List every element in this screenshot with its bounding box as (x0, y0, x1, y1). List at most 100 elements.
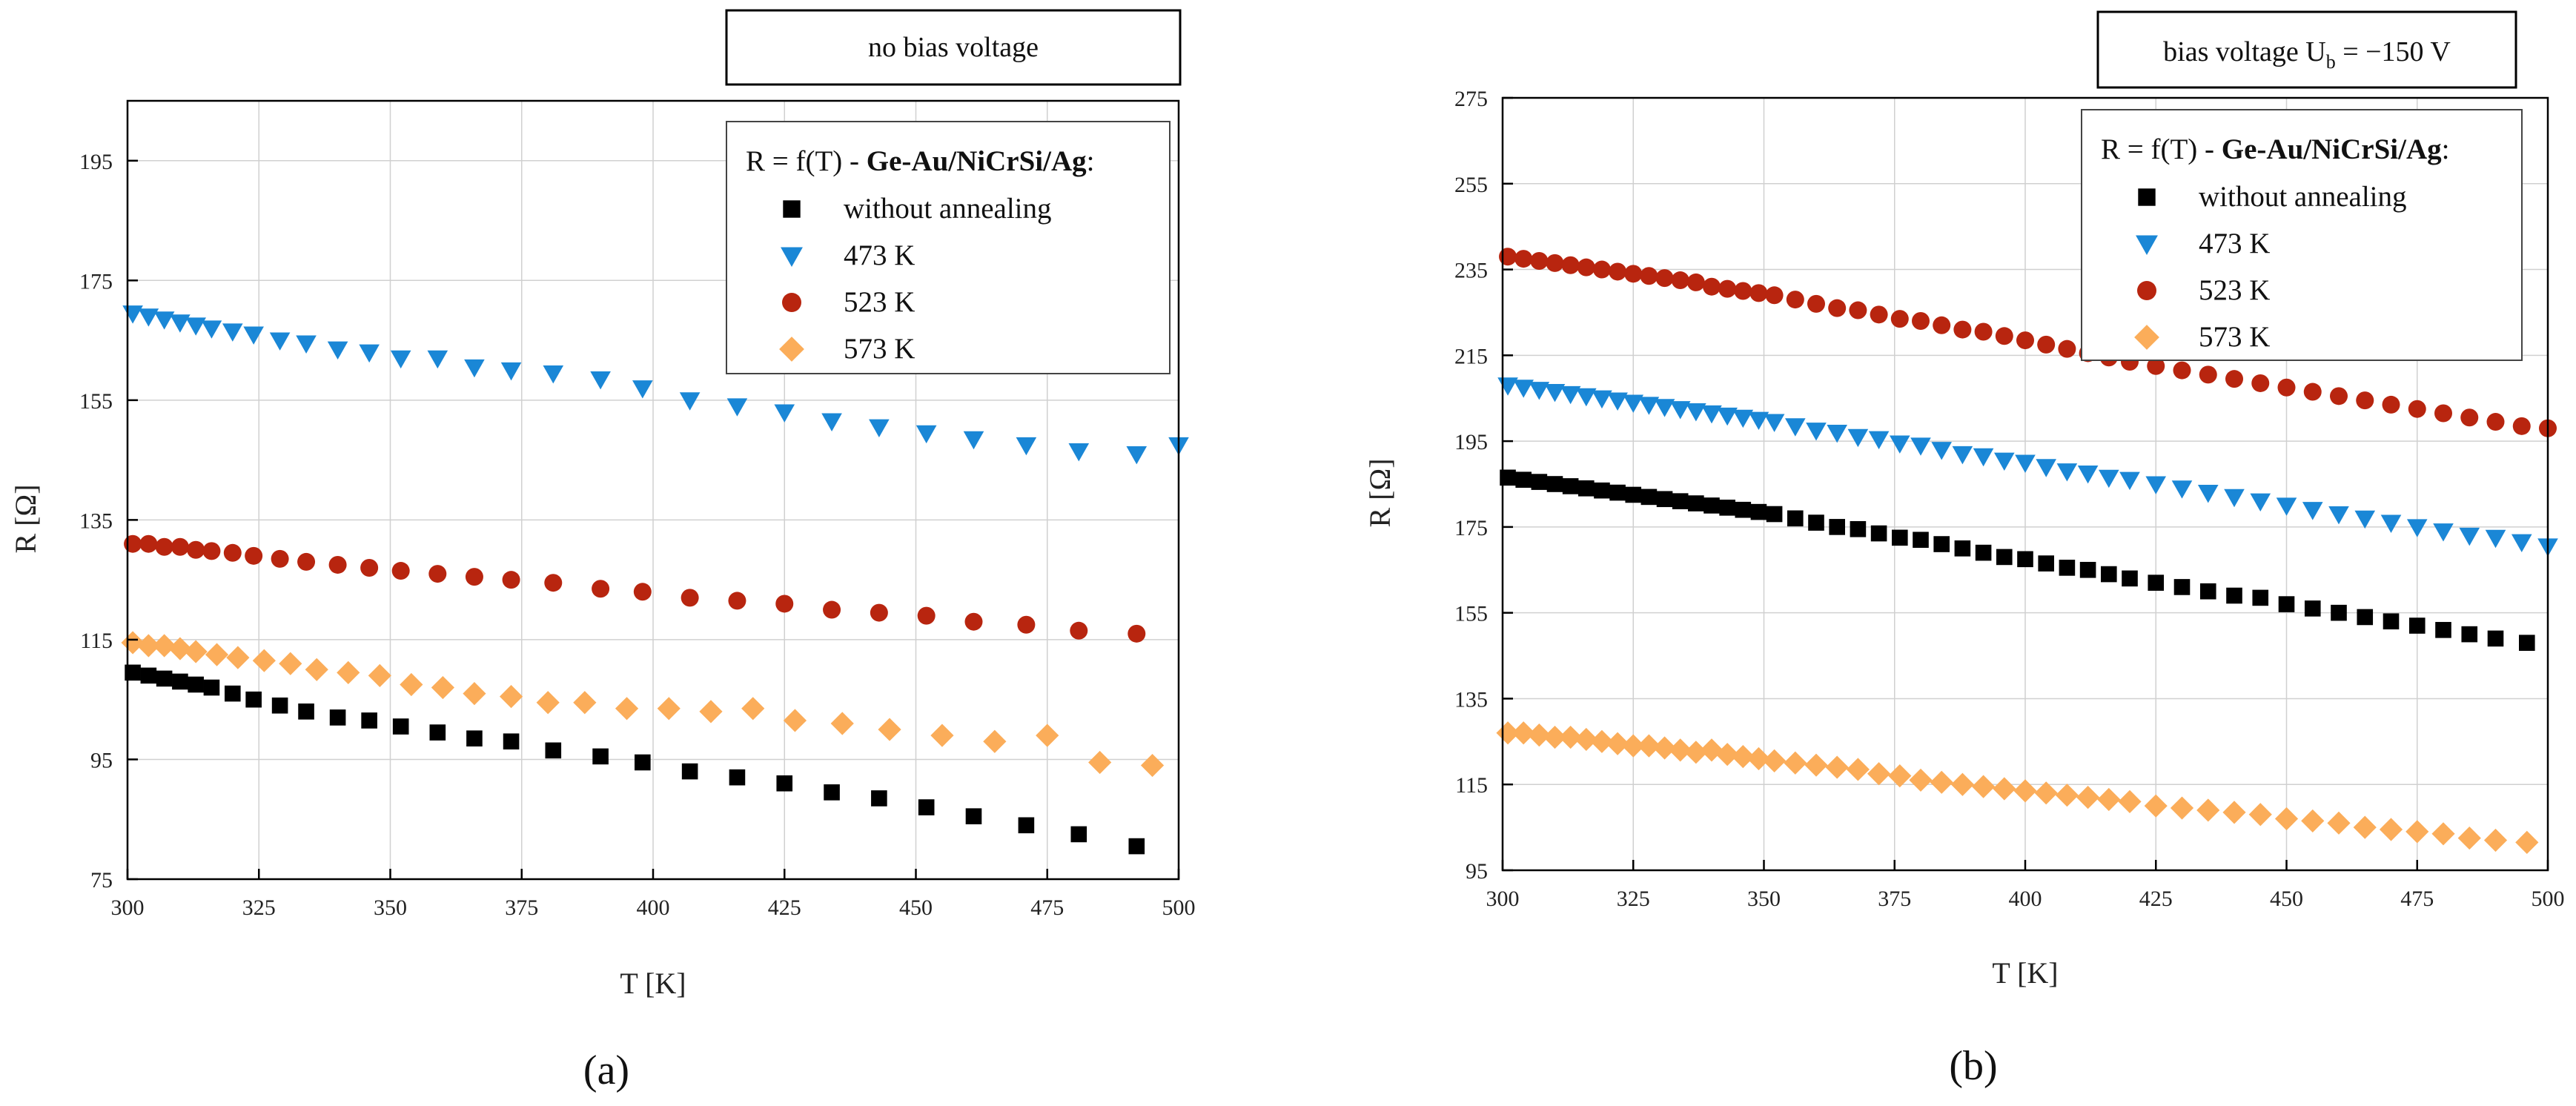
data-point (1868, 431, 1890, 450)
data-point (1686, 403, 1706, 422)
data-point (1036, 723, 1059, 747)
data-point (1735, 501, 1752, 518)
data-point (2056, 463, 2078, 482)
axes-a: 300 325 350 375 400 425 450 475 500 75 95 115 135 155… (79, 150, 1196, 920)
x-axis-label-a: T [K] (620, 967, 686, 1000)
data-point (930, 723, 954, 747)
data-point (681, 589, 699, 607)
data-point (2118, 789, 2142, 813)
data-point (245, 546, 263, 565)
data-point (1806, 423, 1827, 441)
data-point (1527, 723, 1551, 747)
data-point (2013, 779, 2037, 803)
data-point (1849, 301, 1867, 319)
x-tick-label: 400 (2009, 887, 2042, 911)
data-point (2196, 798, 2220, 822)
x-tick-label: 375 (505, 895, 538, 920)
data-point (1715, 743, 1739, 766)
data-point (1717, 407, 1738, 426)
chart-title-b: bias voltage Ub = −150 V (2163, 36, 2451, 73)
data-point (2303, 383, 2322, 401)
data-point (918, 799, 935, 815)
data-point (2037, 335, 2056, 354)
data-point (878, 718, 901, 741)
data-point (2016, 331, 2034, 350)
data-point (1070, 826, 1087, 843)
data-point (2226, 587, 2242, 604)
data-point (657, 697, 681, 721)
data-point (2145, 476, 2167, 494)
data-point (2406, 820, 2429, 844)
data-point (1995, 327, 2013, 345)
legend-title: R = f(T) - Ge-Au/NiCrSi/Ag: (2101, 133, 2449, 165)
data-point (2433, 523, 2454, 542)
data-point (1993, 777, 2016, 801)
data-point (1560, 385, 1581, 405)
data-point (1765, 286, 1784, 305)
data-point (1654, 399, 1675, 417)
data-point (1592, 390, 1612, 409)
data-point (2034, 781, 2058, 805)
data-point (2383, 613, 2400, 630)
data-point (2515, 830, 2539, 854)
y-tick-label: 215 (1454, 344, 1488, 368)
x-tick-label: 450 (899, 895, 933, 920)
data-point (2328, 506, 2349, 525)
data-point (1953, 320, 1972, 339)
data-point (465, 568, 483, 586)
data-point (635, 754, 651, 771)
data-point (2435, 622, 2451, 638)
data-point (170, 314, 191, 333)
y-tick-label: 95 (90, 748, 113, 772)
data-point (431, 675, 454, 700)
data-point (1764, 414, 1785, 432)
data-point (615, 697, 639, 721)
data-point (1808, 514, 1824, 531)
data-point (774, 404, 795, 423)
data-point (1669, 738, 1692, 762)
y-tick-label: 275 (1454, 87, 1488, 111)
data-point (2301, 809, 2325, 833)
data-point (2225, 370, 2243, 388)
data-point (1974, 322, 1993, 341)
data-point (728, 592, 746, 610)
y-axis-label-a: R [Ω] (9, 484, 42, 553)
x-tick-label: 300 (111, 895, 145, 920)
data-point (1888, 764, 1912, 788)
x-tick-label: 425 (768, 895, 801, 920)
data-point (1701, 405, 1722, 424)
data-point (1640, 489, 1658, 506)
data-point (359, 344, 380, 363)
data-point (2059, 560, 2076, 576)
data-point (2276, 497, 2297, 516)
data-point (1559, 725, 1583, 749)
data-point (1576, 388, 1597, 407)
data-point (2036, 459, 2056, 477)
data-point (1609, 484, 1626, 501)
x-tick-label: 350 (374, 895, 407, 920)
y-axis-label-b: R [Ω] (1363, 458, 1397, 527)
data-point (699, 700, 723, 723)
data-point (592, 748, 609, 765)
data-point (2077, 465, 2099, 484)
data-point (2457, 826, 2481, 850)
data-point (1931, 442, 1952, 460)
data-point (1513, 380, 1534, 398)
data-point (726, 398, 748, 417)
data-point (463, 682, 486, 706)
data-point (1784, 751, 1807, 775)
y-tick-label: 195 (79, 150, 113, 174)
data-point (1732, 409, 1754, 428)
data-point (2356, 391, 2374, 410)
data-point (1718, 279, 1737, 298)
data-point (1933, 316, 1951, 334)
legend-marker (781, 247, 803, 268)
data-point (983, 729, 1007, 753)
panel-label-b: (b) (1949, 1043, 1997, 1089)
title-box-a: no bias voltage (725, 9, 1182, 86)
data-point (2058, 340, 2076, 358)
data-point (1607, 392, 1628, 411)
y-tick-label: 75 (90, 868, 113, 893)
x-tick-label: 450 (2270, 887, 2303, 911)
data-point (1973, 448, 1994, 467)
